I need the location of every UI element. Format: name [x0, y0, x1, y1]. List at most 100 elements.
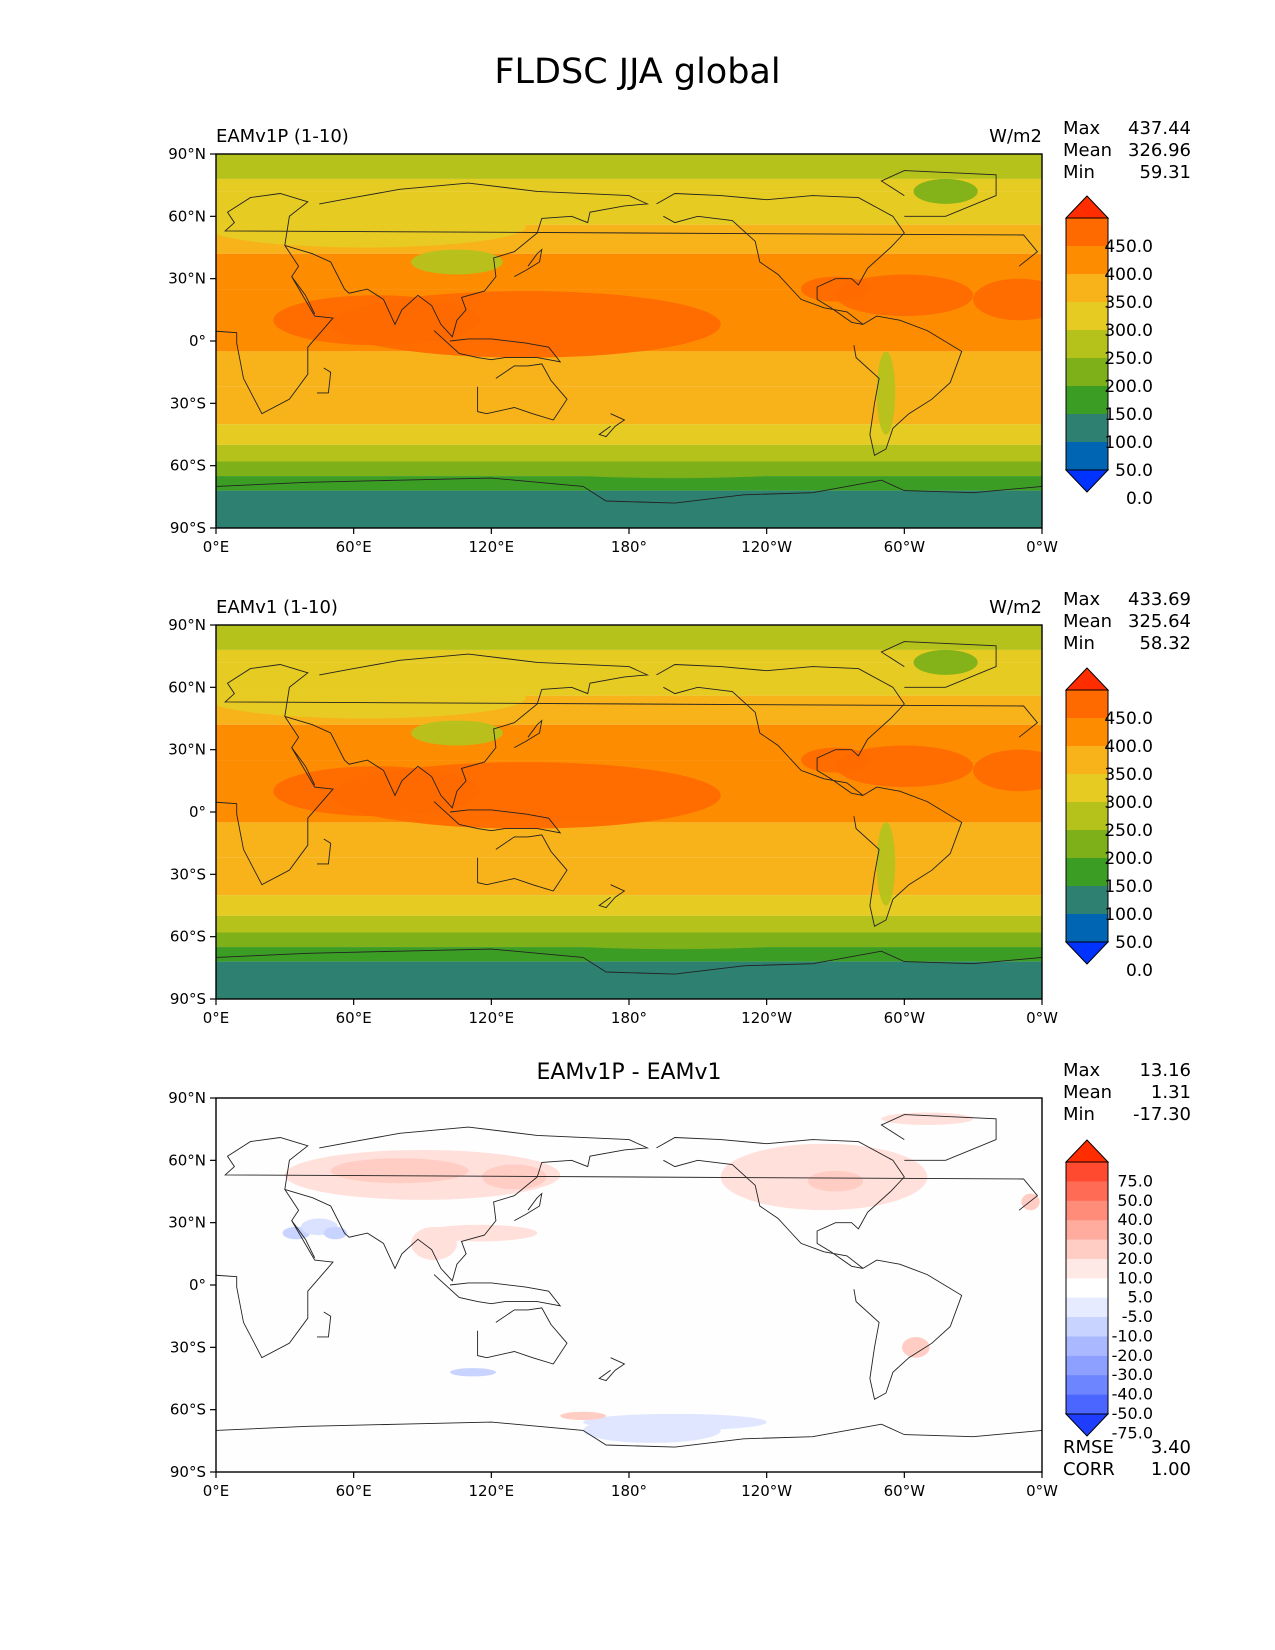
- coastline: [656, 664, 905, 796]
- colorbar-segment: [1066, 830, 1108, 859]
- contour-band: [216, 476, 1042, 491]
- coastline: [880, 170, 997, 217]
- contour-region: [273, 766, 480, 817]
- coastline: [216, 477, 1042, 504]
- y-tick-label: 0°: [189, 803, 206, 821]
- colorbar-tick-label: 20.0: [1117, 1249, 1153, 1268]
- colorbar: 75.050.040.030.020.010.05.0-5.0-10.0-20.…: [1064, 1139, 1153, 1442]
- colorbar-tick-label: -40.0: [1112, 1385, 1153, 1404]
- y-tick-label: 90°N: [168, 616, 206, 634]
- colorbar-segment: [1066, 414, 1108, 443]
- contour-band: [216, 961, 1042, 999]
- colorbar-extend-min: [1064, 1413, 1110, 1437]
- field-contours: [216, 625, 1042, 999]
- stat-min-label: Min: [1063, 162, 1095, 183]
- x-tick-label: 0°W: [1026, 1482, 1058, 1500]
- stat-mean: 325.64: [1128, 611, 1191, 632]
- map-panel-2: EAMv1 (1-10) W/m2 Max 433.69 Mean 325.64 M…: [216, 589, 1191, 654]
- contour-region: [482, 1164, 547, 1190]
- colorbar-segment: [1066, 1297, 1108, 1318]
- contour-region: [913, 649, 978, 675]
- colorbar-segment: [1066, 1278, 1108, 1299]
- panel-1-stats: Max 437.44 Mean 326.96 Min 59.31: [1063, 118, 1191, 184]
- colorbar-segment: [1066, 1200, 1108, 1221]
- coastline: [317, 367, 332, 394]
- map-panel-1: EAMv1P (1-10) W/m2 Max 437.44 Mean 326.96 …: [0, 0, 1275, 550]
- stat-min-label: Min: [1063, 1104, 1095, 1125]
- colorbar-segment: [1066, 1162, 1108, 1182]
- colorbar-segment: [1066, 886, 1108, 915]
- contour-region: [801, 276, 870, 302]
- colorbar-segment: [1066, 1181, 1108, 1202]
- y-tick-label: 90°S: [170, 990, 206, 1008]
- colorbar-extend-max: [1064, 1139, 1110, 1163]
- colorbar-segment: [1066, 802, 1108, 831]
- coastline: [216, 1421, 1042, 1448]
- stat-max-label: Max: [1063, 589, 1101, 610]
- y-tick-label: 90°S: [170, 519, 206, 537]
- y-tick-label: 90°N: [168, 145, 206, 163]
- colorbar: 450.0 400.0 350.0 300.0 250.0 200.0 150.0 100.0…: [1064, 667, 1153, 981]
- panel-1-label: EAMv1P (1-10): [216, 126, 349, 147]
- colorbar-tick-label: 250.0: [1104, 821, 1153, 841]
- panel-2-label: EAMv1 (1-10): [216, 597, 338, 618]
- y-tick-label: 60°S: [170, 928, 206, 946]
- colorbar-tick-label: 400.0: [1104, 265, 1153, 285]
- coastline: [853, 786, 963, 927]
- panel-2-units: W/m2: [989, 597, 1042, 618]
- field-contours: [216, 1098, 1042, 1472]
- contour-region: [807, 1170, 864, 1192]
- panel-3-stats: Max 13.16 Mean 1.31 Min -17.30: [1063, 1060, 1191, 1126]
- colorbar-tick-label: 50.0: [1117, 1191, 1153, 1210]
- colorbar-tick-label: -75.0: [1112, 1423, 1153, 1442]
- colorbar-segment: [1066, 218, 1108, 247]
- colorbar-tick-label: 0.0: [1126, 489, 1153, 509]
- coastline: [433, 330, 562, 363]
- coastline: [284, 182, 650, 338]
- stat-max: 437.44: [1128, 118, 1191, 139]
- contour-region: [835, 745, 974, 788]
- coastline: [656, 1137, 905, 1269]
- stat-min: -17.30: [1132, 1104, 1191, 1125]
- x-tick-label: 120°W: [741, 1009, 792, 1027]
- coastline: [598, 884, 626, 909]
- contour-region: [881, 1112, 974, 1126]
- y-tick-label: 90°N: [168, 1089, 206, 1107]
- colorbar-segment: [1066, 274, 1108, 303]
- contour-region: [411, 249, 503, 275]
- stat-mean-label: Mean: [1063, 1082, 1113, 1103]
- metric-rmse: 3.40: [1150, 1437, 1191, 1458]
- contour-region: [537, 461, 813, 479]
- y-tick-label: 60°S: [170, 457, 206, 475]
- panel-3-label: EAMv1P - EAMv1: [536, 1060, 722, 1085]
- colorbar-tick-label: 400.0: [1104, 737, 1153, 757]
- colorbar-tick-label: 250.0: [1104, 349, 1153, 369]
- colorbar-tick-label: 450.0: [1104, 237, 1153, 257]
- contour-band: [216, 154, 1042, 179]
- colorbar-tick-label: -50.0: [1112, 1404, 1153, 1423]
- contour-region: [216, 205, 526, 248]
- coastline-group: [216, 641, 1042, 975]
- colorbar-extend-min: [1064, 469, 1110, 493]
- coastline: [477, 834, 568, 892]
- x-tick-label: 0°W: [1026, 1009, 1058, 1027]
- stat-min: 59.31: [1139, 162, 1191, 183]
- stat-min: 58.32: [1139, 633, 1191, 654]
- coastline: [317, 838, 332, 865]
- x-tick-label: 0°E: [203, 538, 230, 556]
- colorbar-extend-max: [1064, 195, 1110, 219]
- contour-band: [216, 625, 1042, 650]
- colorbar-tick-label: 300.0: [1104, 321, 1153, 341]
- coastline: [216, 193, 1039, 415]
- coastline: [216, 1137, 1039, 1359]
- stat-max: 433.69: [1128, 589, 1191, 610]
- colorbar-tick-label: 350.0: [1104, 765, 1153, 785]
- contour-region: [422, 1224, 538, 1242]
- coastline-group: [216, 170, 1042, 504]
- coastline: [317, 1311, 332, 1338]
- metric-corr: 1.00: [1150, 1459, 1191, 1480]
- contour-region: [801, 747, 870, 773]
- coastline: [284, 653, 650, 809]
- contour-region: [560, 1411, 607, 1421]
- coastline: [477, 363, 568, 421]
